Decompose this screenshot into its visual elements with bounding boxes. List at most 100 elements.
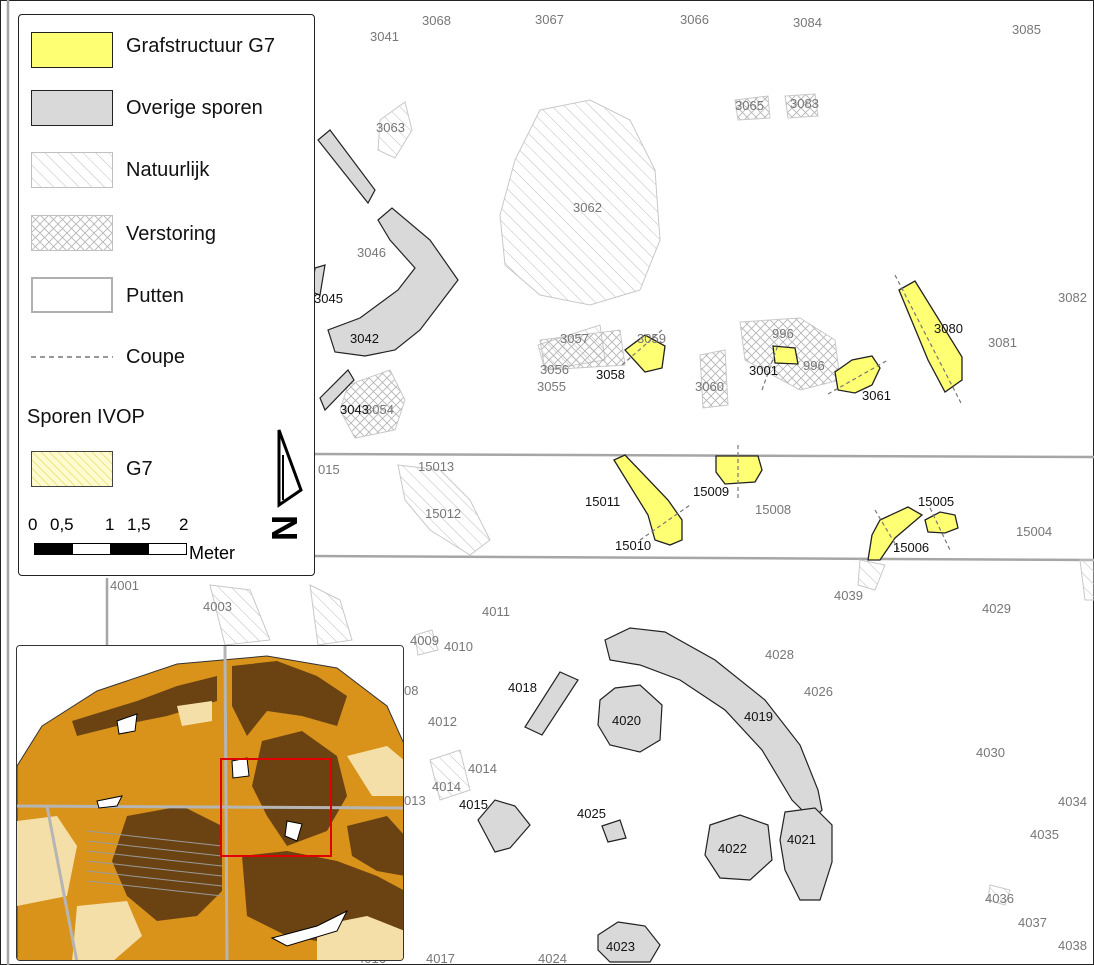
scale-tick-label: 1,5 xyxy=(127,515,151,534)
legend-item-natural xyxy=(31,152,113,188)
feature-label: 3046 xyxy=(357,245,386,260)
feature-label: 15008 xyxy=(755,502,791,517)
legend-label: Coupe xyxy=(126,346,185,368)
feature-label: 4037 xyxy=(1018,915,1047,930)
feature-label: 3062 xyxy=(573,200,602,215)
feature-label: 3041 xyxy=(370,29,399,44)
feature-label: 3065 xyxy=(735,98,764,113)
north-arrow-icon xyxy=(277,429,303,508)
feature-label: 3085 xyxy=(1012,22,1041,37)
feature-label: 15004 xyxy=(1016,524,1052,539)
feature-label: 4028 xyxy=(765,647,794,662)
feature-label: 4025 xyxy=(577,806,606,821)
legend-label: Overige sporen xyxy=(126,97,263,119)
feature-label: 4009 xyxy=(410,633,439,648)
legend-item-other xyxy=(31,90,113,126)
scale-unit: Meter xyxy=(189,543,236,563)
feature-label: 3058 xyxy=(596,367,625,382)
overview-inset-map xyxy=(16,645,404,961)
feature-label: 15012 xyxy=(425,506,461,521)
feature-label: 3063 xyxy=(376,120,405,135)
feature-label: 4026 xyxy=(804,684,833,699)
feature-label: 4019 xyxy=(744,709,773,724)
feature-label: 15010 xyxy=(615,538,651,553)
legend-item-g7 xyxy=(31,451,113,487)
feature-label: 4035 xyxy=(1030,827,1059,842)
feature-label: 3043 xyxy=(340,402,369,417)
scalebar-graphic xyxy=(34,543,187,555)
feature-label: 4020 xyxy=(612,713,641,728)
scale-tick-label: 0 xyxy=(28,515,38,534)
feature-label: 3067 xyxy=(535,12,564,27)
legend-section-title: Sporen IVOP xyxy=(27,406,145,428)
feature-label: 996 xyxy=(772,326,794,341)
yellow-hatch-icon xyxy=(31,451,113,487)
feature-label: 4015 xyxy=(459,797,488,812)
feature-label: 4011 xyxy=(482,604,510,619)
feature-label: 3084 xyxy=(793,15,822,30)
feature-label: 3055 xyxy=(537,379,566,394)
feature-label: 3001 xyxy=(749,363,778,378)
feature-label: 3060 xyxy=(695,379,724,394)
feature-label: 4017 xyxy=(426,951,455,965)
legend-item-trenches xyxy=(31,277,113,313)
feature-label: 015 xyxy=(318,462,340,477)
feature-label: 4023 xyxy=(606,939,635,954)
feature-label: 3056 xyxy=(540,362,569,377)
map-legend: Grafstructuur G7 Overige sporen Natuurli… xyxy=(18,14,315,576)
feature-label: 996 xyxy=(803,358,825,373)
feature-label: 4030 xyxy=(976,745,1005,760)
feature-label: 3068 xyxy=(422,13,451,28)
scale-tick-label: 1 xyxy=(105,515,115,534)
feature-label: 15006 xyxy=(893,540,929,555)
feature-label: 3083 xyxy=(790,96,819,111)
feature-label: 3045 xyxy=(314,291,343,306)
feature-label: 4014 xyxy=(432,779,461,794)
feature-label: 4034 xyxy=(1058,794,1087,809)
grey-swatch-icon xyxy=(31,90,113,126)
diagonal-hatch-icon xyxy=(31,152,113,188)
feature-label: 08 xyxy=(404,683,418,698)
feature-label: 3082 xyxy=(1058,290,1087,305)
feature-label: 4001 xyxy=(110,578,139,593)
grave-structure-g7 xyxy=(613,280,963,561)
feature-label: 3080 xyxy=(934,321,963,336)
feature-label: 4021 xyxy=(787,832,816,847)
focus-area-box xyxy=(220,758,332,857)
feature-label: 3042 xyxy=(350,331,379,346)
scale-tick-label: 2 xyxy=(179,515,189,534)
feature-label: 3066 xyxy=(680,12,709,27)
legend-label: Grafstructuur G7 xyxy=(126,35,275,57)
dashed-line-icon xyxy=(31,356,113,358)
feature-label: 4022 xyxy=(718,841,747,856)
natural-features xyxy=(209,99,1094,906)
feature-label: 3059 xyxy=(637,331,666,346)
legend-label: Verstoring xyxy=(126,223,217,245)
other-features xyxy=(311,129,833,963)
trench-outlines xyxy=(6,0,1094,965)
scale-tick-label: 0,5 xyxy=(50,515,74,534)
feature-label: 4012 xyxy=(428,714,457,729)
feature-label: 4003 xyxy=(203,599,232,614)
feature-label: 4038 xyxy=(1058,938,1087,953)
feature-label: 15013 xyxy=(418,459,454,474)
legend-label: G7 xyxy=(126,458,153,480)
feature-label: 4024 xyxy=(538,951,567,965)
feature-labels: 3068 3067 3066 3084 3085 3041 3065 3083 … xyxy=(110,12,1087,965)
feature-label: 4029 xyxy=(982,601,1011,616)
feature-label: 4014 xyxy=(468,761,497,776)
feature-label: 013 xyxy=(404,793,426,808)
legend-label: Putten xyxy=(126,285,184,307)
overview-map-graphic xyxy=(17,646,403,960)
feature-label: 3057 xyxy=(560,331,589,346)
feature-label: 4036 xyxy=(985,891,1014,906)
feature-label: 15009 xyxy=(693,484,729,499)
legend-item-disturbance xyxy=(31,215,113,251)
legend-item-grave xyxy=(31,32,113,68)
feature-label: 3081 xyxy=(988,335,1017,350)
feature-label: 3054 xyxy=(365,402,394,417)
coupe-lines xyxy=(621,274,963,553)
feature-label: 3061 xyxy=(862,388,891,403)
feature-label: 15011 xyxy=(585,494,620,509)
feature-label: 15005 xyxy=(918,494,954,509)
